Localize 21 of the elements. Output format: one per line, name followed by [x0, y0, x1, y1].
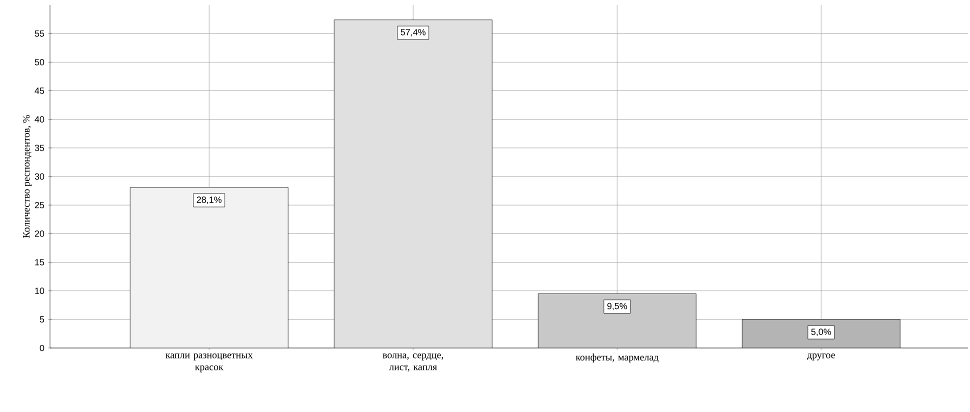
y-tick-label: 25 [34, 202, 44, 208]
y-tick-label: 45 [34, 88, 44, 94]
y-tick-label: 20 [34, 230, 44, 237]
y-tick-label: 30 [34, 173, 44, 180]
x-tick-label: конфеты, мармелад [576, 354, 658, 363]
x-tick-label: другое [806, 354, 835, 360]
data-label: 28,1% [196, 196, 222, 204]
data-label: 57,4% [400, 29, 426, 36]
y-tick-label: 35 [34, 144, 44, 152]
x-tick-label: капли разноцветных красок [166, 354, 253, 372]
y-axis-title: Количество респондентов, % [22, 115, 32, 238]
data-label: 5,0% [811, 328, 832, 336]
y-tick-label: 0 [40, 344, 44, 352]
x-tick-label: волна, сердце, лист, капля [382, 354, 444, 372]
y-tick-label: 10 [35, 288, 44, 294]
y-tick-label: 50 [34, 58, 44, 66]
data-label: 9,5% [607, 302, 628, 310]
y-tick-label: 15 [35, 259, 44, 266]
y-tick-label: 55 [34, 30, 44, 37]
y-tick-label: 40 [34, 116, 44, 123]
y-tick-label: 5 [40, 316, 44, 323]
